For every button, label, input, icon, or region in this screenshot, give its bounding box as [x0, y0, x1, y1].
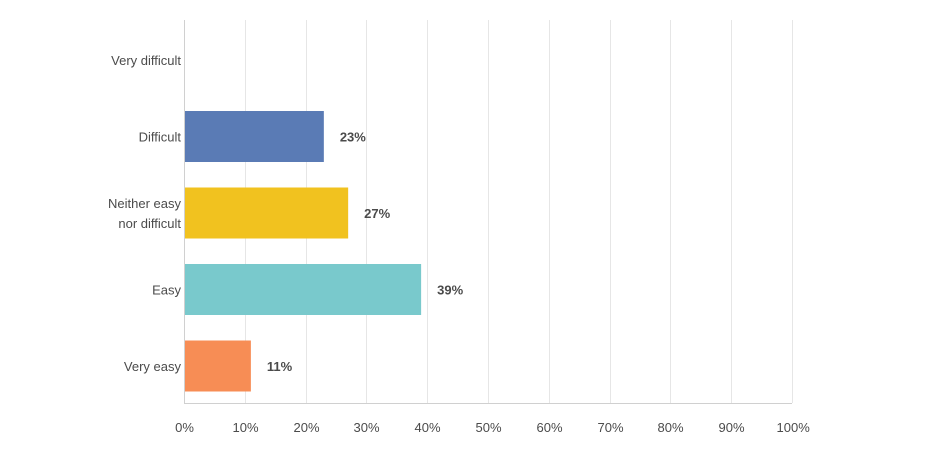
x-tick-label: 0%	[175, 420, 194, 435]
gridlines	[245, 20, 793, 403]
category-label: Easy	[152, 283, 181, 298]
bar-very-easy	[185, 340, 251, 392]
category-label-line: Very difficult	[111, 53, 181, 68]
category-label-line: nor difficult	[118, 216, 181, 231]
category-label-line: Difficult	[139, 130, 182, 145]
bar-difficult	[185, 111, 324, 162]
category-label: Very difficult	[111, 53, 181, 68]
category-label: Very easy	[124, 359, 182, 374]
data-label: 27%	[364, 206, 390, 221]
x-tick-label: 100%	[777, 420, 811, 435]
category-label: Neither easy nor difficult	[108, 196, 181, 231]
axes	[184, 20, 792, 404]
category-label: Difficult	[139, 130, 182, 145]
x-tick-label: 10%	[232, 420, 258, 435]
bars	[185, 111, 422, 392]
bar-neither-easy-nor-difficult	[185, 187, 349, 239]
labels: 0% 10% 20% 30% 40% 50% 60% 70% 80% 90% 100% Very di…	[108, 53, 810, 435]
x-tick-label: 30%	[353, 420, 379, 435]
category-label-line: Neither easy	[108, 196, 181, 211]
bar-easy	[185, 264, 422, 315]
x-tick-label: 80%	[657, 420, 683, 435]
x-tick-label: 20%	[293, 420, 319, 435]
x-tick-label: 90%	[718, 420, 744, 435]
x-tick-label: 60%	[536, 420, 562, 435]
x-tick-label: 70%	[597, 420, 623, 435]
category-label-line: Very easy	[124, 359, 182, 374]
x-tick-label: 50%	[475, 420, 501, 435]
data-label: 39%	[437, 283, 463, 298]
category-label-line: Easy	[152, 283, 181, 298]
x-tick-label: 40%	[414, 420, 440, 435]
data-label: 23%	[340, 130, 366, 145]
data-label: 11%	[267, 359, 293, 374]
